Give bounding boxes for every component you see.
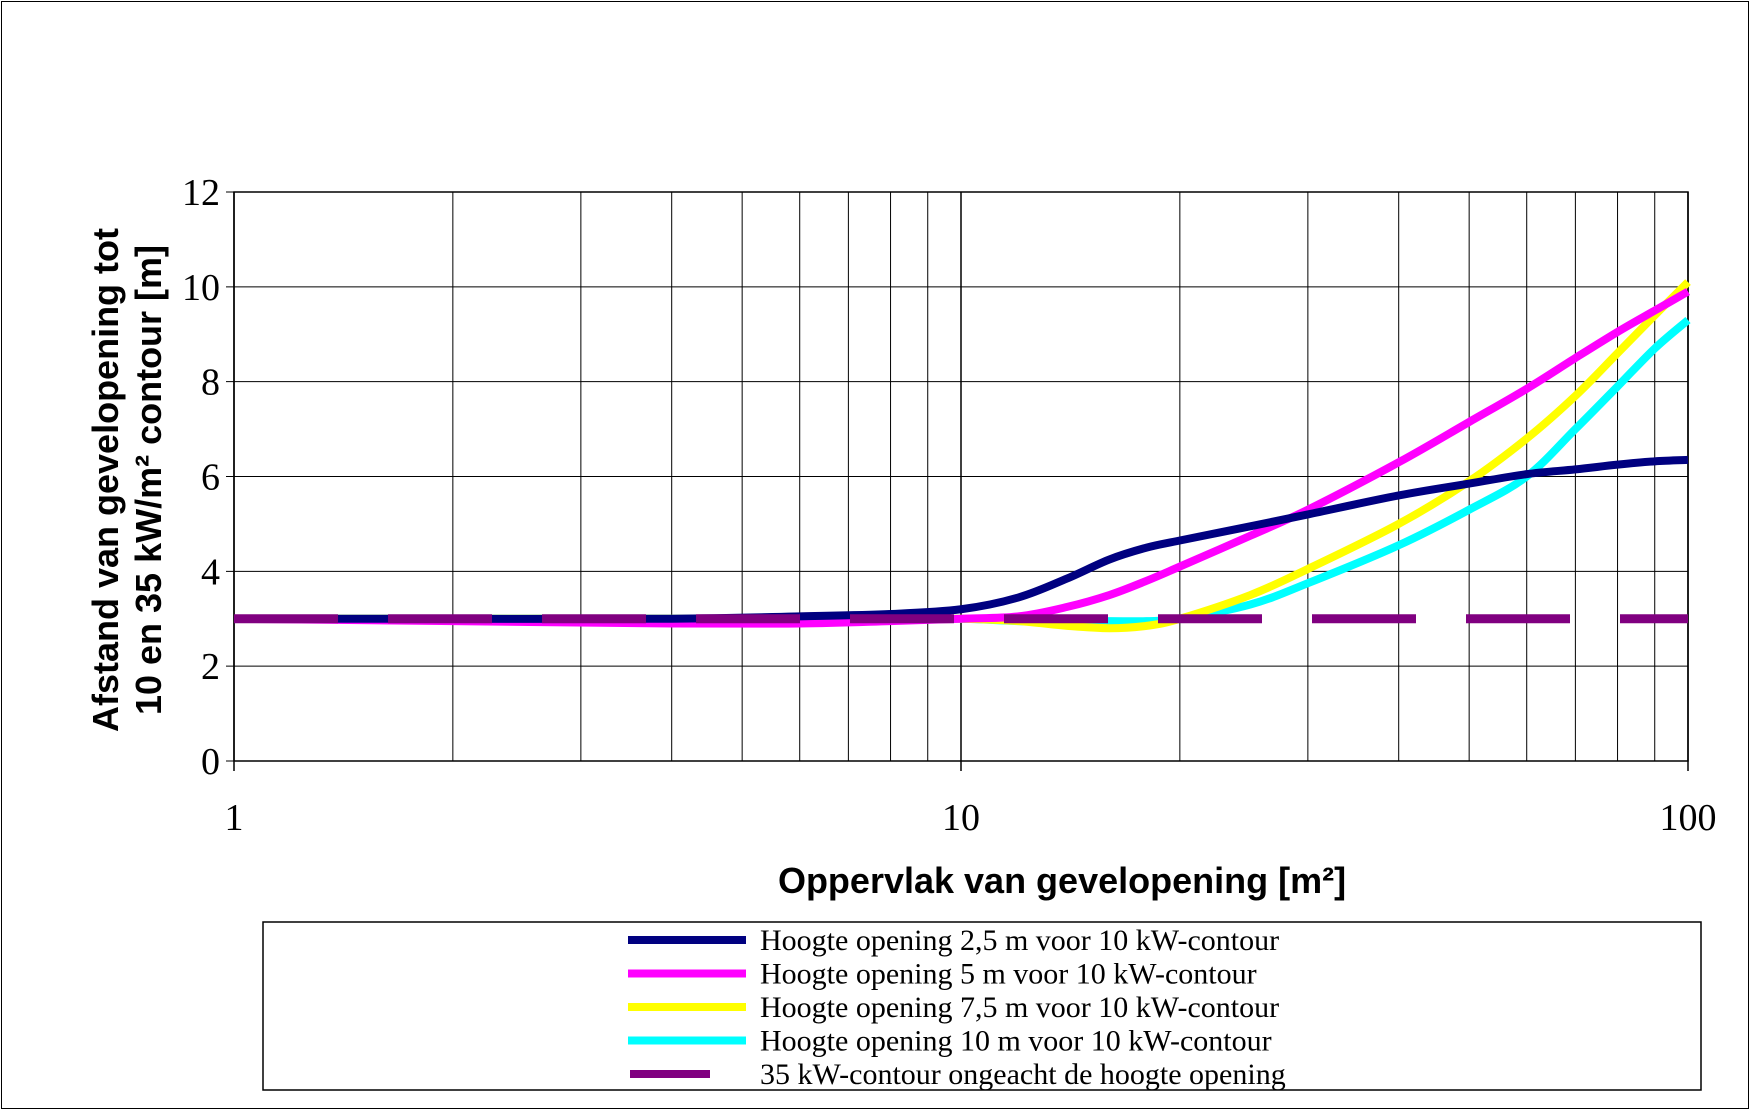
legend-label: Hoogte opening 2,5 m voor 10 kW-contour [760, 924, 1279, 957]
y-tick-label: 10 [182, 267, 220, 309]
x-tick-label: 100 [1660, 797, 1717, 839]
x-axis-title: Oppervlak van gevelopening [m²] [778, 860, 1346, 901]
legend-label: 35 kW-contour ongeacht de hoogte opening [760, 1058, 1286, 1091]
y-tick-label: 12 [182, 172, 220, 214]
y-tick-label: 2 [201, 646, 220, 688]
y-tick-label: 0 [201, 741, 220, 783]
series-line-2 [233, 288, 1690, 628]
series-lines [233, 279, 1691, 633]
legend-label: Hoogte opening 10 m voor 10 kW-contour [760, 1025, 1272, 1058]
x-tick-label: 10 [942, 797, 980, 839]
y-axis-title: Afstand van gevelopening tot 10 en 35 kW… [85, 228, 169, 732]
x-tick-label: 1 [225, 797, 244, 839]
legend-box [262, 921, 1702, 1091]
legend-label: Hoogte opening 5 m voor 10 kW-contour [760, 958, 1257, 991]
y-tick-label: 6 [201, 457, 220, 499]
y-tick-label: 8 [201, 362, 220, 404]
y-axis-title-line-2: 10 en 35 kW/m² contour [m] [128, 245, 169, 715]
y-axis-title-line-1: Afstand van gevelopening tot [85, 228, 126, 732]
legend-label: Hoogte opening 7,5 m voor 10 kW-contour [760, 991, 1279, 1024]
legend: Hoogte opening 2,5 m voor 10 kW-contourH… [628, 924, 1286, 1091]
plot-area-border [233, 191, 1689, 762]
series-line-1 [234, 455, 1689, 623]
y-tick-label: 4 [201, 551, 220, 593]
tick-labels: 0 2 4 6 8 10 12 1 10 100 [182, 172, 1717, 839]
